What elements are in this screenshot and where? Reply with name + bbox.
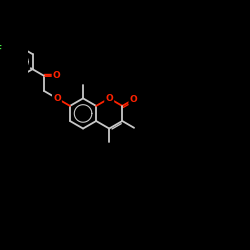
Text: O: O — [130, 95, 137, 104]
Text: O: O — [53, 71, 60, 80]
Text: O: O — [105, 94, 113, 103]
Text: F: F — [0, 45, 2, 54]
Text: O: O — [53, 94, 61, 103]
